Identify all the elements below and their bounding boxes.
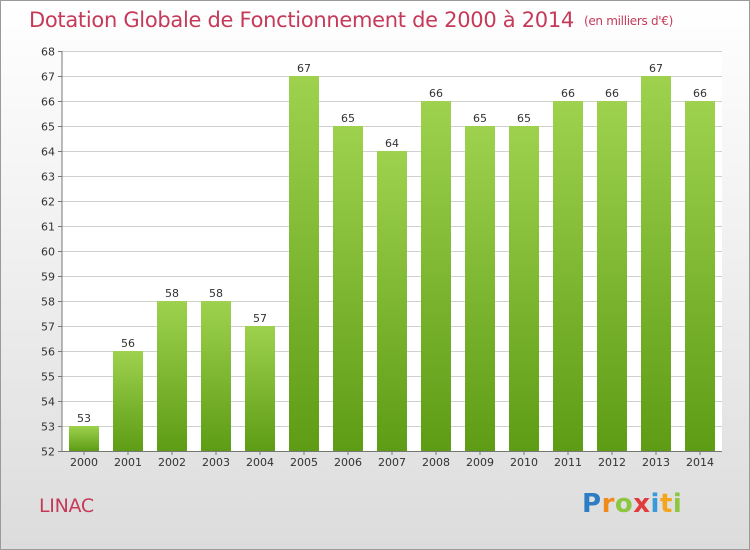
data-label: 65: [473, 112, 487, 125]
x-tick-labels: 2000 2001 2002 2003 2004 2005 2006 2007 2008 2009…: [70, 451, 714, 469]
x-tick-label: 2005: [290, 456, 318, 469]
bar: [377, 151, 407, 451]
bar: [465, 126, 495, 451]
y-tick-label: 60: [41, 246, 55, 259]
bar: [641, 76, 671, 451]
y-tick-label: 65: [41, 121, 55, 134]
bar: [69, 426, 99, 451]
y-tick-label: 58: [41, 296, 55, 309]
y-tick-label: 64: [41, 146, 55, 159]
y-tick-labels: 52 53 54 55 56 57 58 59 60 61 62 63 64 65 66 67 68: [41, 46, 62, 459]
x-tick-label: 2003: [202, 456, 230, 469]
bar: [113, 351, 143, 451]
bar: [421, 101, 451, 451]
y-tick-label: 62: [41, 196, 55, 209]
x-tick-label: 2010: [510, 456, 538, 469]
bar: [157, 301, 187, 451]
x-tick-label: 2001: [114, 456, 142, 469]
bars-group: [69, 76, 715, 451]
x-tick-label: 2012: [598, 456, 626, 469]
bar: [289, 76, 319, 451]
x-tick-label: 2000: [70, 456, 98, 469]
y-tick-label: 53: [41, 421, 55, 434]
data-label: 53: [77, 412, 91, 425]
y-tick-label: 57: [41, 321, 55, 334]
y-tick-label: 55: [41, 371, 55, 384]
data-label: 66: [561, 87, 575, 100]
data-label: 66: [605, 87, 619, 100]
x-tick-label: 2013: [642, 456, 670, 469]
proxiti-logo: Proxiti: [582, 489, 683, 519]
bar: [245, 326, 275, 451]
data-label: 67: [297, 62, 311, 75]
x-tick-label: 2002: [158, 456, 186, 469]
chart-title-text: Dotation Globale de Fonctionnement de 20…: [29, 8, 574, 32]
y-tick-label: 56: [41, 346, 55, 359]
chart-unit: (en milliers d'€): [583, 14, 673, 28]
data-label: 57: [253, 312, 267, 325]
data-label: 67: [649, 62, 663, 75]
data-label: 65: [517, 112, 531, 125]
y-tick-label: 59: [41, 271, 55, 284]
x-tick-label: 2008: [422, 456, 450, 469]
y-tick-label: 54: [41, 396, 55, 409]
bar: [597, 101, 627, 451]
commune-name: LINAC: [39, 495, 94, 517]
x-tick-label: 2011: [554, 456, 582, 469]
bar: [201, 301, 231, 451]
chart-title: Dotation Globale de Fonctionnement de 20…: [29, 8, 673, 32]
bar: [553, 101, 583, 451]
data-label: 64: [385, 137, 399, 150]
data-label: 58: [165, 287, 179, 300]
x-tick-label: 2014: [686, 456, 714, 469]
data-label: 56: [121, 337, 135, 350]
y-tick-label: 52: [41, 446, 55, 459]
data-label: 66: [429, 87, 443, 100]
y-tick-label: 63: [41, 171, 55, 184]
bar: [685, 101, 715, 451]
data-label: 58: [209, 287, 223, 300]
x-tick-label: 2009: [466, 456, 494, 469]
data-label: 65: [341, 112, 355, 125]
bar: [333, 126, 363, 451]
y-tick-label: 68: [41, 46, 55, 59]
data-labels-group: 53 56 58 58 57 67 65 64 66 65 65 66 66 67 66: [77, 62, 707, 425]
bar: [509, 126, 539, 451]
x-tick-label: 2007: [378, 456, 406, 469]
y-tick-label: 66: [41, 96, 55, 109]
y-tick-label: 67: [41, 71, 55, 84]
x-tick-label: 2004: [246, 456, 274, 469]
y-tick-label: 61: [41, 221, 55, 234]
data-label: 66: [693, 87, 707, 100]
x-tick-label: 2006: [334, 456, 362, 469]
